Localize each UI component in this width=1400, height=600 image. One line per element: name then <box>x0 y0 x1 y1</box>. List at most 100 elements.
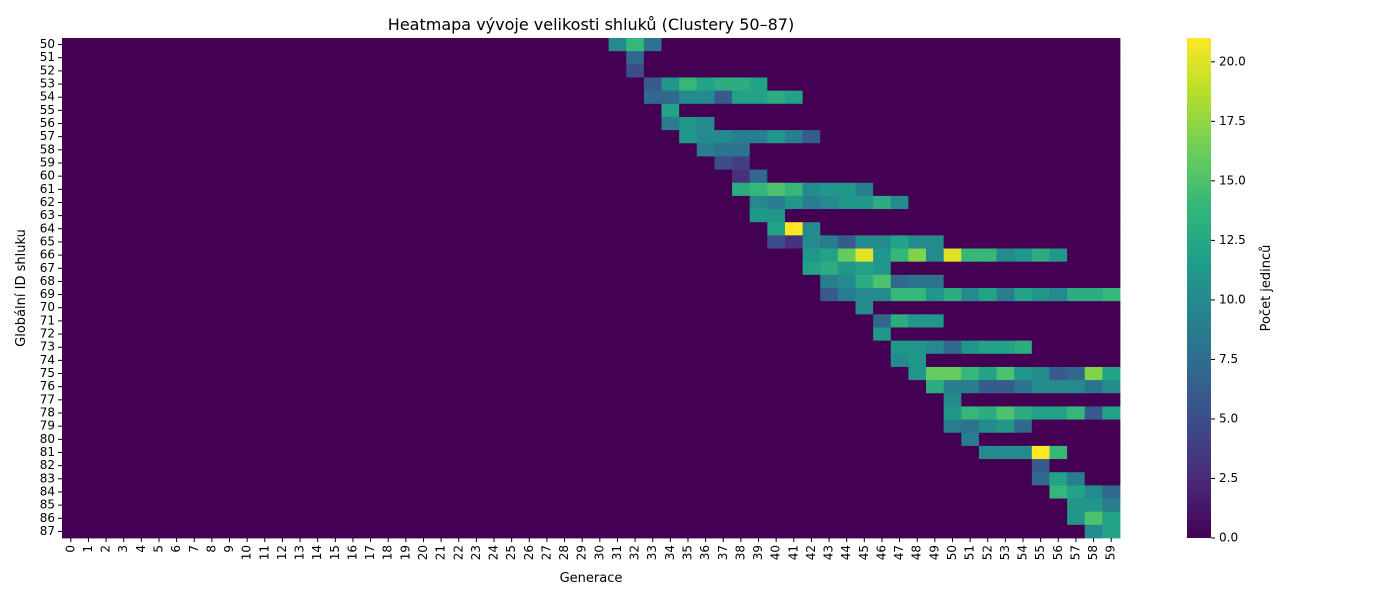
heatmap-cell <box>749 288 768 302</box>
heatmap-cell <box>996 64 1015 78</box>
heatmap-cell <box>1049 90 1068 105</box>
heatmap-cell <box>626 459 645 473</box>
heatmap-cell <box>943 143 962 157</box>
heatmap-cell <box>114 156 133 170</box>
heatmap-cell <box>555 406 574 420</box>
heatmap-cell <box>397 169 416 184</box>
heatmap-cell <box>855 393 874 407</box>
heatmap-cell <box>432 524 451 539</box>
heatmap-cell <box>379 472 398 486</box>
heatmap-cell <box>255 143 274 157</box>
heatmap-cell <box>837 393 856 407</box>
heatmap-cell <box>1049 38 1068 52</box>
x-tick-label: 17 <box>363 545 377 560</box>
heatmap-cell <box>749 340 768 355</box>
heatmap-cell <box>943 288 962 302</box>
heatmap-cell <box>361 380 380 394</box>
heatmap-cell <box>97 156 116 170</box>
heatmap-cell <box>150 301 169 315</box>
heatmap-cell <box>255 182 274 197</box>
heatmap-cell <box>820 130 839 144</box>
heatmap-cell <box>714 64 733 78</box>
heatmap-cell <box>978 288 997 302</box>
heatmap-cell <box>1031 524 1050 539</box>
heatmap-cell <box>238 288 257 302</box>
heatmap-cell <box>784 314 803 328</box>
heatmap-cell <box>908 222 927 236</box>
heatmap-cell <box>397 288 416 302</box>
heatmap-cell <box>555 103 574 118</box>
heatmap-cell <box>961 64 980 78</box>
heatmap-cell <box>926 248 945 263</box>
heatmap-cell <box>449 498 468 513</box>
heatmap-cell <box>626 169 645 184</box>
heatmap-cell <box>379 406 398 420</box>
heatmap-cell <box>837 485 856 499</box>
y-tick-label: 72 <box>40 327 55 341</box>
heatmap-cell <box>273 419 292 434</box>
heatmap-cell <box>432 143 451 157</box>
heatmap-cell <box>661 472 680 486</box>
heatmap-cell <box>238 77 257 92</box>
heatmap-cell <box>379 445 398 460</box>
heatmap-cell <box>943 524 962 539</box>
colorbar: 0.02.55.07.510.012.515.017.520.0 Počet j… <box>1187 38 1274 545</box>
heatmap-cell <box>114 248 133 263</box>
heatmap-cell <box>1102 182 1121 197</box>
heatmap-cell <box>784 366 803 381</box>
heatmap-cell <box>97 195 116 210</box>
heatmap-cell <box>732 419 751 434</box>
heatmap-cell <box>643 90 662 105</box>
heatmap-cell <box>1084 432 1103 447</box>
heatmap-cell <box>961 77 980 92</box>
heatmap-cell <box>79 366 98 381</box>
heatmap-cell <box>432 235 451 249</box>
heatmap-cell <box>414 445 433 460</box>
heatmap-cell <box>361 340 380 355</box>
heatmap-cell <box>591 156 610 170</box>
heatmap-cell <box>379 64 398 78</box>
heatmap-cell <box>344 274 363 289</box>
heatmap-cell <box>255 261 274 276</box>
heatmap-cell <box>485 222 504 236</box>
heatmap-cell <box>432 261 451 276</box>
x-tick-label: 53 <box>998 545 1012 560</box>
heatmap-cell <box>1067 498 1086 513</box>
heatmap-cell <box>555 274 574 289</box>
heatmap-cell <box>643 511 662 526</box>
heatmap-cell <box>291 261 310 276</box>
heatmap-cell <box>926 432 945 447</box>
heatmap-cell <box>203 130 222 144</box>
heatmap-cell <box>591 314 610 328</box>
heatmap-cell <box>291 51 310 65</box>
heatmap-cell <box>1031 327 1050 342</box>
heatmap-cell <box>361 432 380 447</box>
heatmap-cell <box>308 169 327 184</box>
heatmap-cell <box>714 274 733 289</box>
heatmap-cell <box>855 143 874 157</box>
heatmap-cell <box>943 472 962 486</box>
heatmap-cell <box>449 169 468 184</box>
heatmap-cell <box>1102 38 1121 52</box>
heatmap-cell <box>150 248 169 263</box>
heatmap-cell <box>97 116 116 131</box>
heatmap-cell <box>926 222 945 236</box>
heatmap-cell <box>555 524 574 539</box>
heatmap-cell <box>308 274 327 289</box>
heatmap-cell <box>784 498 803 513</box>
heatmap-cell <box>732 77 751 92</box>
heatmap-cell <box>203 209 222 223</box>
heatmap-cell <box>449 90 468 105</box>
heatmap-cell <box>908 340 927 355</box>
heatmap-cell <box>732 288 751 302</box>
heatmap-cell <box>837 195 856 210</box>
y-tick-label: 65 <box>40 234 55 248</box>
heatmap-cell <box>978 90 997 105</box>
heatmap-cell <box>943 116 962 131</box>
heatmap-cell <box>220 195 239 210</box>
heatmap-cell <box>467 248 486 263</box>
heatmap-cell <box>696 51 715 65</box>
heatmap-cell <box>185 38 204 52</box>
heatmap-cell <box>379 485 398 499</box>
heatmap-cell <box>643 353 662 368</box>
